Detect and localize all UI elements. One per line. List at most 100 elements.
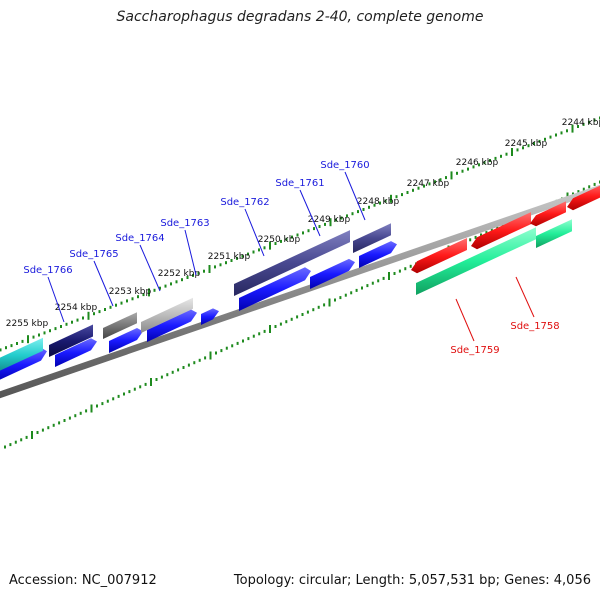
ruler-minor-tick xyxy=(60,325,62,328)
kbp-label: 2244 kbp xyxy=(562,118,600,128)
cds-arrow-plus xyxy=(471,212,531,250)
ruler-minor-tick xyxy=(544,137,546,141)
ruler-minor-tick xyxy=(577,125,579,128)
ruler-minor-tick xyxy=(101,402,104,406)
ruler-minor-tick xyxy=(117,394,120,398)
ruler-minor-tick xyxy=(485,231,488,235)
ruler-minor-tick xyxy=(36,431,39,434)
ruler-major-tick xyxy=(390,194,392,203)
ruler-minor-tick xyxy=(593,118,596,122)
ruler-minor-tick xyxy=(306,310,309,314)
kbp-label: 2246 kbp xyxy=(456,158,499,168)
ruler-minor-tick xyxy=(16,342,18,345)
ruler-minor-tick xyxy=(142,293,145,297)
ruler-minor-tick xyxy=(104,308,106,311)
ruler-minor-tick xyxy=(98,310,101,314)
kbp-label: 2245 kbp xyxy=(505,139,548,149)
ruler-minor-tick xyxy=(182,366,185,369)
ruler-minor-tick xyxy=(32,335,35,339)
cds-arrow xyxy=(201,308,219,325)
ruler-minor-tick xyxy=(109,305,112,309)
gene-block-sde1766 xyxy=(49,324,93,357)
ruler-minor-tick xyxy=(112,397,115,401)
ruler-minor-tick xyxy=(21,339,24,343)
ruler-minor-tick xyxy=(350,291,353,295)
ruler-minor-tick xyxy=(126,299,128,303)
kbp-label: 2254 kbp xyxy=(55,303,98,313)
gene-block-cyan xyxy=(0,337,43,371)
gene-label: Sde_1764 xyxy=(115,233,164,244)
kbp-label: 2247 kbp xyxy=(407,179,450,189)
ruler-minor-tick xyxy=(63,419,66,422)
gene-labels: Sde_1766 Sde_1765 Sde_1764 Sde_1763 Sde_1762… xyxy=(23,160,559,356)
gene-leader-line xyxy=(299,189,321,237)
ruler-minor-tick xyxy=(423,184,425,188)
ruler-minor-tick xyxy=(79,411,82,415)
ruler-major-tick xyxy=(329,218,332,227)
figure-title: Saccharophagus degradans 2-40, complete … xyxy=(116,9,484,25)
ruler-minor-tick xyxy=(538,139,541,143)
ruler-minor-tick xyxy=(274,242,277,245)
ruler-minor-tick xyxy=(96,404,98,408)
ruler-minor-tick xyxy=(478,163,480,167)
gene-label: Sde_1759 xyxy=(450,345,499,356)
ruler-minor-tick xyxy=(175,280,178,284)
gene-label: Sde_1765 xyxy=(69,249,118,260)
ruler-minor-tick xyxy=(68,416,71,420)
gene-leader-line xyxy=(47,276,65,323)
ruler-minor-tick xyxy=(214,265,216,269)
ruler-minor-tick xyxy=(371,281,374,285)
ruler-minor-tick xyxy=(38,333,40,337)
ruler-minor-tick xyxy=(197,271,200,275)
kbp-label: 2248 kbp xyxy=(357,197,400,207)
ruler-minor-tick xyxy=(85,409,88,413)
ruler-minor-tick xyxy=(335,218,337,222)
ruler-major-tick xyxy=(269,241,271,250)
ruler-minor-tick xyxy=(318,225,321,228)
ruler-minor-tick xyxy=(252,250,255,254)
gene-block-sde1765 xyxy=(103,312,137,339)
ruler-minor-tick xyxy=(54,327,57,331)
ruler-minor-tick xyxy=(483,161,486,165)
ruler-minor-tick xyxy=(527,144,530,148)
ruler-minor-tick xyxy=(593,182,596,186)
ruler-major-tick xyxy=(388,272,390,280)
ruler-minor-tick xyxy=(566,129,568,133)
kbp-label: 2251 kbp xyxy=(208,252,251,262)
ruler-minor-tick xyxy=(198,358,201,362)
ruler-minor-tick xyxy=(4,445,6,449)
ruler-minor-tick xyxy=(496,226,499,230)
ruler-minor-tick xyxy=(20,438,23,442)
ruler-minor-tick xyxy=(417,186,420,190)
ruler-minor-tick xyxy=(522,146,524,150)
ruler-minor-tick xyxy=(225,346,228,350)
ruler-minor-tick xyxy=(241,254,244,258)
ruler-major-tick xyxy=(450,171,453,180)
ruler-minor-tick xyxy=(412,188,414,192)
ruler-major-tick xyxy=(328,298,331,307)
backbone-line xyxy=(0,184,600,399)
ruler-minor-tick xyxy=(373,203,376,207)
ruler-minor-tick xyxy=(181,278,183,282)
ruler-minor-tick xyxy=(351,212,354,216)
ruler-minor-tick xyxy=(171,370,174,374)
ruler-minor-tick xyxy=(153,288,156,292)
gene-label: Sde_1758 xyxy=(510,321,559,332)
ruler-major-tick xyxy=(27,335,29,344)
ruler-minor-tick xyxy=(133,387,136,391)
ruler-minor-tick xyxy=(439,178,442,182)
ruler-minor-tick xyxy=(225,261,227,265)
kbp-labels: 2244 kbp 2245 kbp 2246 kbp 2247 kbp 2248 kbp… xyxy=(6,118,600,329)
ruler-minor-tick xyxy=(10,344,13,348)
ruler-minor-tick xyxy=(291,235,293,239)
ruler-minor-tick xyxy=(231,344,234,348)
ruler-minor-tick xyxy=(76,318,79,322)
ruler-minor-tick xyxy=(128,390,131,394)
ruler-minor-tick xyxy=(166,373,169,377)
ruler-minor-tick xyxy=(65,322,68,326)
ruler-major-tick xyxy=(209,351,212,360)
kbp-label: 2250 kbp xyxy=(258,235,301,245)
ruler-minor-tick xyxy=(258,248,260,252)
ruler-minor-tick xyxy=(170,282,172,286)
